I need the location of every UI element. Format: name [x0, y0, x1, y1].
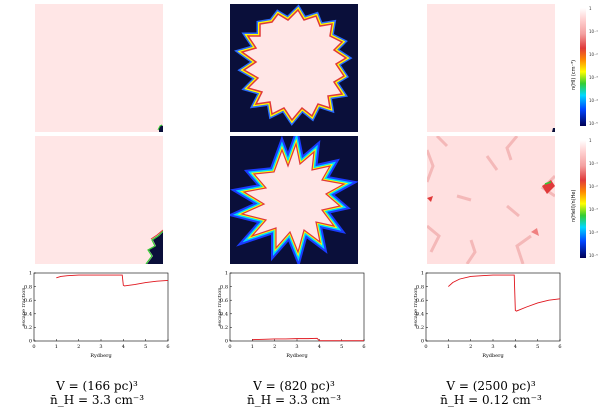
y-tick-label: 1	[29, 271, 32, 277]
hi-map-large-box	[427, 4, 555, 132]
x-tick-label: 4	[514, 344, 517, 350]
hi-colorbar-label: n(HI) (cm⁻³)	[571, 59, 577, 90]
x-axis-label: Rydberg	[482, 353, 504, 359]
escape-fraction-plot-medium-box: 0 1 2 3 4 5 6 0 0.2 0.4 0.6 0.8 1 Rydberg escape fract…	[218, 271, 366, 359]
x-tick-label: 3	[295, 344, 298, 350]
y-tick-label: 0	[225, 339, 228, 345]
hi-colorbar-tick: 10⁻¹	[589, 29, 598, 34]
y-tick-label: 0	[421, 339, 424, 345]
x-tick-label: 3	[99, 344, 102, 350]
x-tick-label: 5	[340, 344, 343, 350]
plot-frame	[425, 272, 561, 342]
heii-colorbar-tick: 10⁻⁴	[589, 230, 598, 235]
caption-volume: V = (820 pc)³	[253, 379, 335, 393]
heii-colorbar-tick: 1	[589, 138, 592, 143]
x-tick-label: 0	[228, 344, 231, 350]
escape-fraction-line	[56, 274, 169, 287]
plot-frame	[229, 272, 365, 342]
hi-colorbar-tick: 10⁻³	[589, 75, 598, 80]
escape-fraction-plot-large-box: 0 1 2 3 4 5 6 0 0.2 0.4 0.6 0.8 1 Rydberg escape fract…	[414, 271, 562, 359]
heii-colorbar: 1 10⁻¹ 10⁻² 10⁻³ 10⁻⁴ 10⁻⁵	[580, 138, 598, 258]
caption-medium-box: V = (820 pc)³ n̄_H = 3.3 cm⁻³	[214, 379, 374, 407]
escape-fraction-line	[252, 337, 364, 342]
x-tick-label: 5	[144, 344, 147, 350]
y-tick-label: 0.2	[416, 325, 424, 331]
heii-colorbar-tick: 10⁻³	[589, 207, 598, 212]
y-axis-label: escape fraction	[22, 287, 27, 327]
caption-density: n̄_H = 3.3 cm⁻³	[49, 393, 145, 407]
x-tick-label: 3	[491, 344, 494, 350]
hi-colorbar-tick: 1	[589, 6, 592, 11]
heii-map-large-box	[427, 136, 555, 264]
x-tick-label: 6	[362, 344, 365, 350]
y-tick-label: 0.2	[220, 325, 228, 331]
plot-frame	[33, 272, 169, 342]
x-tick-label: 1	[447, 344, 450, 350]
y-tick-label: 0.4	[220, 312, 228, 318]
y-axis-label: escape fraction	[414, 287, 419, 327]
caption-density: n̄_H = 0.12 cm⁻³	[440, 393, 542, 407]
x-tick-label: 4	[122, 344, 125, 350]
x-tick-label: 2	[469, 344, 472, 350]
y-tick-label: 0.8	[416, 284, 424, 290]
x-tick-label: 0	[32, 344, 35, 350]
hi-map-medium-box	[230, 4, 358, 132]
caption-volume: V = (2500 pc)³	[446, 379, 536, 393]
y-tick-label: 0.4	[24, 312, 32, 318]
y-tick-label: 0.4	[416, 312, 424, 318]
x-tick-label: 0	[424, 344, 427, 350]
y-tick-label: 0.2	[24, 325, 32, 331]
hi-colorbar-tick: 10⁻⁵	[589, 121, 598, 126]
x-axis-label: Rydberg	[286, 353, 308, 359]
heii-colorbar-tick: 10⁻²	[589, 184, 598, 189]
hi-map-small-box	[35, 4, 163, 132]
x-tick-label: 6	[166, 344, 169, 350]
hi-colorbar-tick: 10⁻²	[589, 52, 598, 57]
x-axis-label: Rydberg	[90, 353, 112, 359]
caption-volume: V = (166 pc)³	[56, 379, 138, 393]
x-tick-label: 1	[55, 344, 58, 350]
x-tick-label: 2	[77, 344, 80, 350]
y-tick-label: 0.6	[416, 298, 424, 304]
y-tick-label: 0	[29, 339, 32, 345]
hi-colorbar: 1 10⁻¹ 10⁻² 10⁻³ 10⁻⁴ 10⁻⁵	[580, 6, 598, 126]
x-tick-label: 2	[273, 344, 276, 350]
x-tick-label: 6	[558, 344, 561, 350]
x-tick-label: 5	[536, 344, 539, 350]
caption-large-box: V = (2500 pc)³ n̄_H = 0.12 cm⁻³	[411, 379, 571, 407]
escape-fraction-line	[448, 274, 561, 312]
y-tick-label: 0.8	[24, 284, 32, 290]
y-tick-label: 0.6	[24, 298, 32, 304]
y-tick-label: 1	[225, 271, 228, 277]
heii-colorbar-tick: 10⁻¹	[589, 161, 598, 166]
caption-small-box: V = (166 pc)³ n̄_H = 3.3 cm⁻³	[17, 379, 177, 407]
y-tick-label: 0.6	[220, 298, 228, 304]
escape-fraction-plot-small-box: 0 1 2 3 4 5 6 0 0.2 0.4 0.6 0.8 1 Rydberg escape fract…	[22, 271, 170, 359]
heii-map-small-box	[35, 136, 163, 264]
hi-colorbar-tick: 10⁻⁴	[589, 98, 598, 103]
y-tick-label: 1	[421, 271, 424, 277]
x-tick-label: 4	[318, 344, 321, 350]
heii-colorbar-label: n(HeII)/n(He)	[571, 189, 577, 222]
y-axis-label: escape fraction	[218, 287, 223, 327]
heii-colorbar-tick: 10⁻⁵	[589, 253, 598, 258]
x-tick-label: 1	[251, 344, 254, 350]
caption-density: n̄_H = 3.3 cm⁻³	[246, 393, 342, 407]
y-tick-label: 0.8	[220, 284, 228, 290]
heii-map-medium-box	[230, 136, 358, 264]
